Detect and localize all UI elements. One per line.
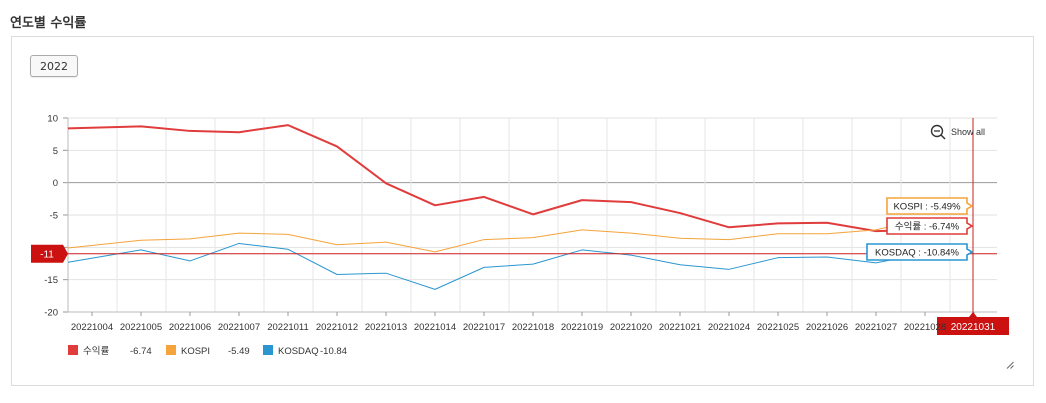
x-tick-label: 20221018 [512,322,554,333]
legend-swatch-1 [68,345,78,355]
series-line-1 [67,124,951,233]
zoom-out-handle [940,134,946,140]
show-all-label: Show all [951,127,985,137]
y-cursor-flag [31,244,68,263]
x-tick-label: 20221012 [316,322,358,333]
y-tick-label: -20 [44,308,58,319]
x-tick-label: 20221013 [365,322,407,333]
x-tick-label: 20221020 [610,322,652,333]
legend-value-2: -5.49 [228,346,250,357]
legend-swatch-2 [166,345,176,355]
legend-layer: 수익률 -6.74 KOSPI -5.49 KOSDAQ -10.84 [68,345,347,357]
x-tick-label: 20221005 [120,322,162,333]
x-tick-label: 20221027 [855,322,897,333]
x-tick-label: 20221021 [659,322,701,333]
tooltip-text-1: 수익률 : -6.74% [895,221,960,233]
legend-swatch-3 [263,345,273,355]
series-line-2 [67,217,951,253]
x-tick-label: 20221004 [71,322,113,333]
x-tick-label: 20221019 [561,322,603,333]
series-line-3 [67,242,951,290]
tooltip-text-3: KOSDAQ : -10.84% [875,248,960,259]
year-button[interactable]: 2022 [30,55,78,77]
grid-layer [63,117,997,316]
x-tick-label: 20221025 [757,322,799,333]
legend-name-3: KOSDAQ [278,346,319,357]
y-tick-label: -15 [44,275,58,286]
legend-name-2: KOSPI [181,346,210,357]
tooltip-box-2 [886,197,974,215]
cursor-layer: -11 20221031 [31,118,1009,335]
y-tick-label: 5 [53,146,58,157]
x-tick-label: 20221006 [169,322,211,333]
legend-name-1: 수익률 [83,345,109,357]
tooltip-box-3 [866,243,974,261]
label-layer: 10 5 0 -5 -15 -20 20221004 20221005 20221006 2022… [44,114,946,334]
tooltip-layer: KOSPI : -5.49% 수익률 : -6.74% KOSDAQ : -10.8… [866,197,974,261]
tooltip-box-1 [886,217,974,235]
x-tick-label: 20221017 [463,322,505,333]
x-tick-label: 20221011 [267,322,309,333]
show-all-control[interactable]: Show all [930,124,986,140]
x-tick-label: 20221028 [904,322,946,333]
resize-grip-icon[interactable] [1005,360,1014,369]
y-tick-label: -5 [50,211,58,222]
x-tick-label: 20221014 [414,322,456,333]
series-layer [67,124,951,290]
x-cursor-label: 20221031 [951,322,996,333]
y-cursor-label: -11 [40,249,54,260]
y-tick-label: 0 [53,178,58,189]
y-tick-label: 10 [47,114,58,125]
x-tick-label: 20221007 [218,322,260,333]
zoom-out-icon [930,124,944,138]
x-tick-label: 20221024 [708,322,750,333]
x-cursor-flag [937,312,1009,335]
legend-value-1: -6.74 [130,346,152,357]
section-title: 연도별 수익률 [10,16,87,31]
x-tick-label: 20221026 [806,322,848,333]
tooltip-text-2: KOSPI : -5.49% [893,202,961,213]
legend-value-3: -10.84 [320,346,347,357]
